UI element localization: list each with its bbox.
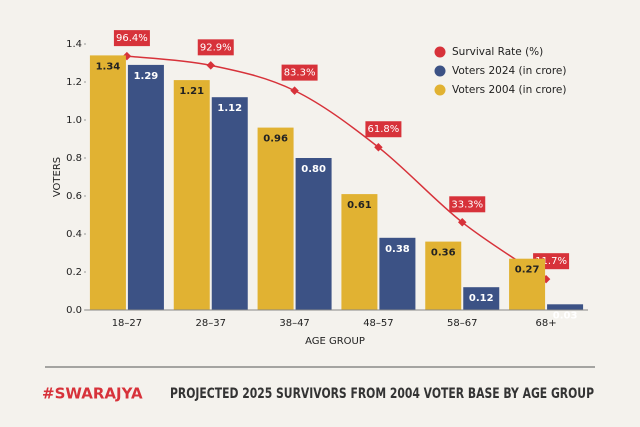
bar-value-label: 0.36 xyxy=(431,248,456,259)
legend-swatch xyxy=(434,65,446,77)
bar-value-label: 1.29 xyxy=(134,71,159,82)
survival-point xyxy=(458,218,467,227)
bar-value-label: 1.34 xyxy=(96,61,121,72)
bar-value-label: 0.12 xyxy=(469,293,494,304)
y-tick-label: 0.8 xyxy=(66,153,82,164)
brand: #SWARAJYA xyxy=(42,385,143,403)
y-tick-label: 0.0 xyxy=(66,305,82,316)
y-tick-label: 1.0 xyxy=(66,115,82,126)
x-tick-label: 38–47 xyxy=(279,318,309,329)
bar xyxy=(425,241,462,310)
survival-label: 11.7% xyxy=(535,256,567,267)
bar xyxy=(379,237,416,310)
survival-label: 61.8% xyxy=(368,124,400,135)
survival-label-box xyxy=(449,196,486,213)
legend-label: Voters 2004 (in crore) xyxy=(452,84,567,96)
survival-line xyxy=(126,55,547,280)
bar xyxy=(211,97,248,310)
bar xyxy=(341,194,378,310)
bar-value-label: 0.80 xyxy=(301,164,326,175)
bar xyxy=(547,304,584,310)
survival-label-box xyxy=(113,30,150,47)
y-tick-label: 1.4 xyxy=(66,39,82,50)
bar-value-label: 0.03 xyxy=(553,310,578,321)
legend-swatch xyxy=(434,46,446,58)
x-tick-label: 58–67 xyxy=(447,318,477,329)
legend-label: Voters 2024 (in crore) xyxy=(452,65,567,77)
survival-point xyxy=(290,86,299,95)
bar xyxy=(173,80,210,310)
y-tick-label: 0.6 xyxy=(66,191,82,202)
bar-value-label: 0.27 xyxy=(515,265,540,276)
bar xyxy=(295,158,332,310)
bar-value-label: 1.12 xyxy=(217,103,242,114)
x-tick-label: 68+ xyxy=(536,318,557,329)
bar-value-label: 0.38 xyxy=(385,244,410,255)
legend-swatch xyxy=(434,84,446,96)
bar xyxy=(127,64,164,311)
y-tick-label: 0.2 xyxy=(66,267,82,278)
bar xyxy=(463,287,500,310)
bar xyxy=(89,55,126,311)
survival-label-box xyxy=(281,64,318,81)
bar xyxy=(257,127,294,310)
bar-value-label: 1.21 xyxy=(179,86,204,97)
y-axis-label: VOTERS xyxy=(52,157,63,197)
y-tick-label: 0.4 xyxy=(66,229,82,240)
survival-label: 96.4% xyxy=(116,33,148,44)
chart-title: PROJECTED 2025 SURVIVORS FROM 2004 VOTER… xyxy=(170,386,594,402)
survival-point xyxy=(206,61,215,70)
x-tick-label: 28–37 xyxy=(196,318,226,329)
bar-value-label: 0.61 xyxy=(347,200,372,211)
x-tick-label: 48–57 xyxy=(363,318,393,329)
y-tick-label: 1.2 xyxy=(66,77,82,88)
survival-label-box xyxy=(197,39,234,56)
bar xyxy=(509,258,546,310)
survival-label: 92.9% xyxy=(200,42,232,53)
x-tick-label: 18–27 xyxy=(112,318,142,329)
survival-label: 83.3% xyxy=(284,68,316,79)
survival-label: 33.3% xyxy=(451,199,483,210)
x-axis-label: AGE GROUP xyxy=(305,336,365,347)
legend-label: Survival Rate (%) xyxy=(452,46,543,58)
bar-value-label: 0.96 xyxy=(263,134,288,145)
survival-label-box xyxy=(365,121,402,138)
survival-point xyxy=(374,142,383,152)
